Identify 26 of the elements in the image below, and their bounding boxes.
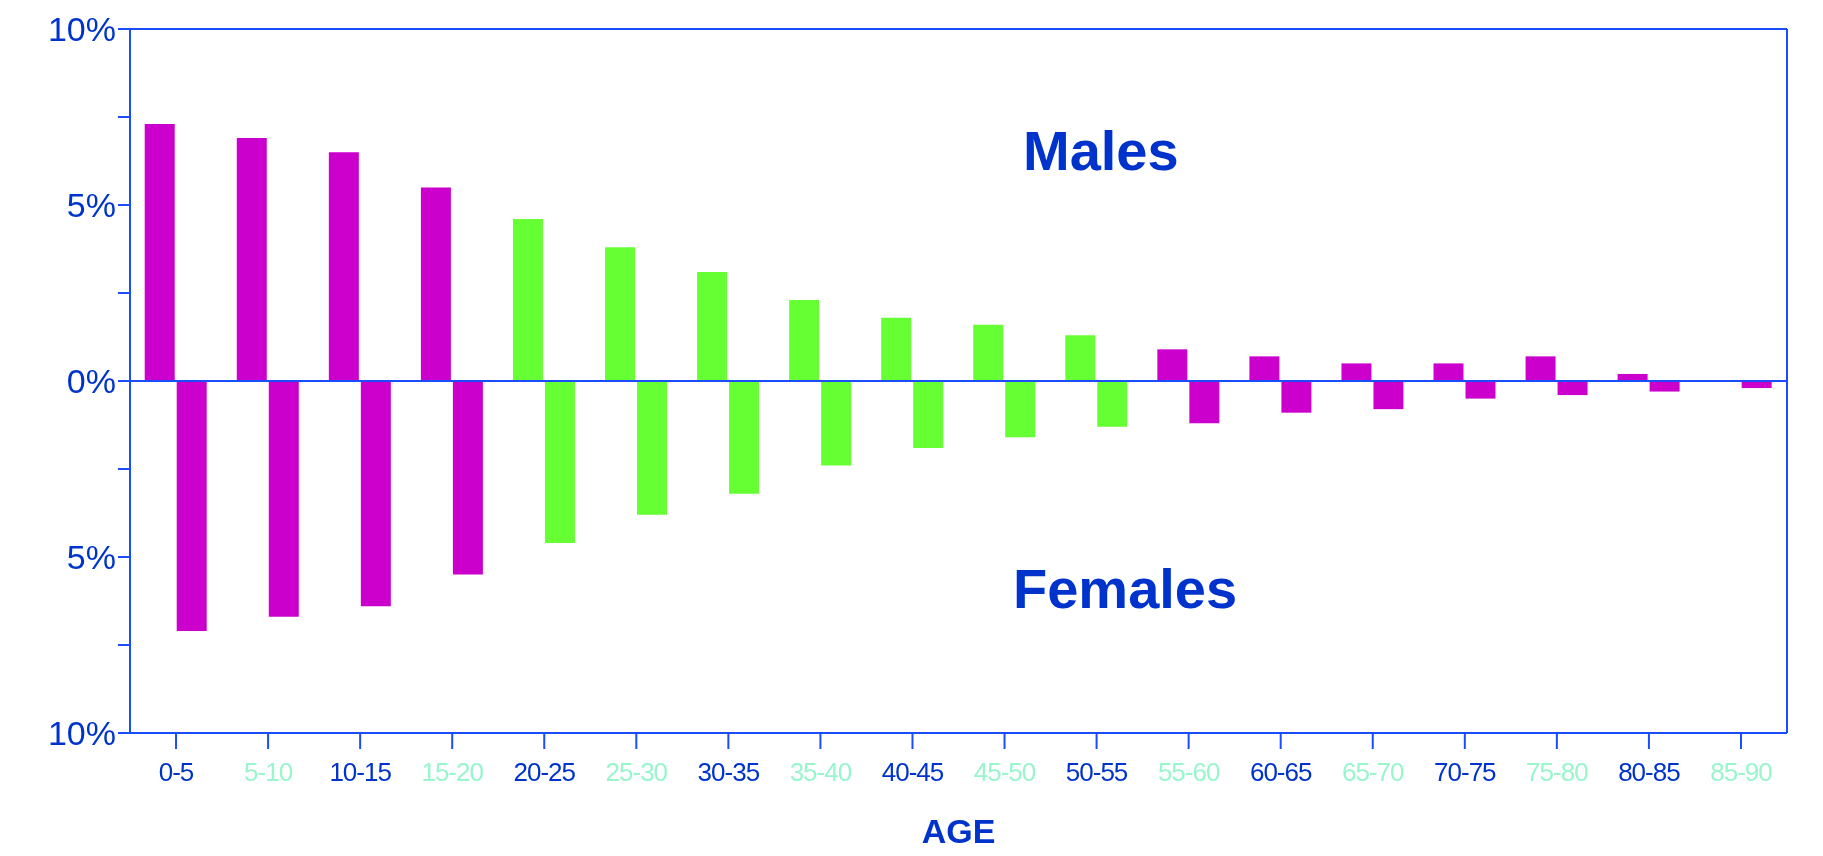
x-tick-label: 10-15 [329, 757, 392, 787]
x-tick-label: 80-85 [1618, 757, 1681, 787]
x-tick-label: 15-20 [421, 757, 484, 787]
annotation: Females [1013, 556, 1238, 621]
x-tick-label: 60-65 [1249, 757, 1312, 787]
x-axis-title: AGE [921, 812, 996, 850]
y-tick-label: 0% [66, 362, 116, 401]
x-tick-label: 0-5 [158, 757, 194, 787]
x-tick-label: 30-35 [697, 757, 760, 787]
x-tick-label: 75-80 [1526, 757, 1589, 787]
y-tick-label: 10% [47, 714, 116, 753]
x-tick-label: 50-55 [1065, 757, 1128, 787]
x-tick-label: 35-40 [789, 757, 852, 787]
x-tick-label: 85-90 [1710, 757, 1773, 787]
y-tick-label: 5% [66, 186, 116, 225]
x-tick-label: 20-25 [513, 757, 576, 787]
x-tick-label: 55-60 [1157, 757, 1220, 787]
y-tick-label: 10% [47, 10, 116, 49]
x-tick-label: 65-70 [1342, 757, 1405, 787]
annotation: Males [1023, 118, 1179, 183]
x-tick-label: 45-50 [973, 757, 1036, 787]
y-tick-label: 5% [66, 538, 116, 577]
x-tick-label: 5-10 [244, 757, 293, 787]
x-tick-label: 40-45 [881, 757, 944, 787]
x-tick-label: 70-75 [1434, 757, 1497, 787]
x-tick-label: 25-30 [605, 757, 668, 787]
